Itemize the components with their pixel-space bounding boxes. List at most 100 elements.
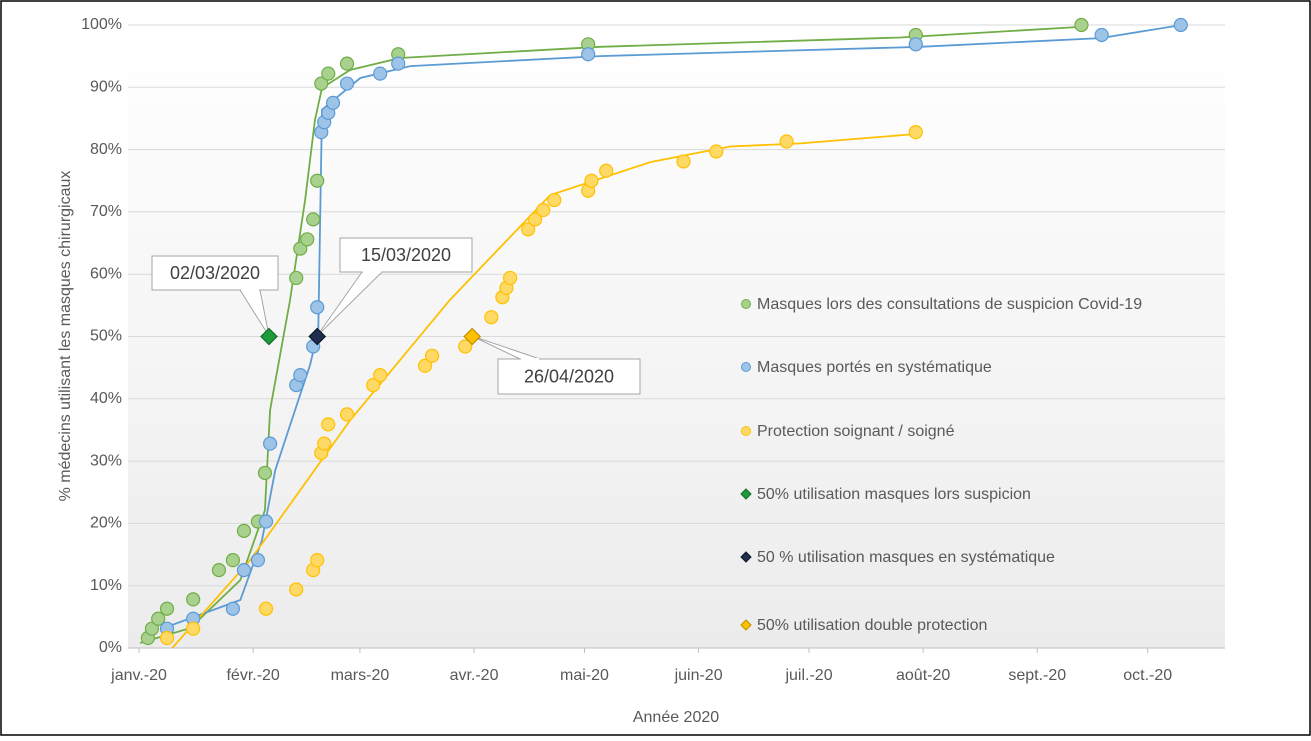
point xyxy=(225,601,241,616)
x-tick-label: févr.-20 xyxy=(226,667,279,684)
y-tick-label: 30% xyxy=(90,452,122,469)
point xyxy=(366,377,381,393)
callout-join xyxy=(241,289,259,291)
point xyxy=(1173,17,1188,33)
point xyxy=(236,523,252,538)
point xyxy=(289,270,304,286)
point xyxy=(908,125,923,140)
diamond-marker xyxy=(260,327,278,346)
diamond-marker xyxy=(308,327,327,346)
y-tick-label: 40% xyxy=(90,390,122,407)
point xyxy=(391,56,406,71)
point xyxy=(293,368,308,383)
point xyxy=(258,514,274,529)
x-tick-label: sept.-20 xyxy=(1008,667,1066,684)
point xyxy=(314,76,329,91)
point xyxy=(528,212,543,227)
x-tick-label: mai-20 xyxy=(560,667,609,684)
point xyxy=(151,611,166,626)
point xyxy=(225,553,241,568)
point xyxy=(144,621,160,636)
point xyxy=(339,76,355,91)
callout-box xyxy=(339,237,473,273)
point xyxy=(159,630,175,646)
y-axis-title: % médecins utilisant les masques chirurg… xyxy=(57,171,74,502)
point xyxy=(289,582,304,597)
point xyxy=(159,601,175,616)
legend-marker xyxy=(741,299,751,309)
y-tick-label: 100% xyxy=(81,16,122,33)
point xyxy=(503,270,518,286)
y-tick-label: 90% xyxy=(90,79,122,96)
callout-join xyxy=(363,271,381,273)
point xyxy=(536,202,551,218)
point xyxy=(293,241,308,256)
point xyxy=(211,563,227,578)
point xyxy=(317,436,332,451)
legend-label: 50% utilisation masques lors suspicion xyxy=(757,486,1031,503)
legend-label: 50% utilisation double protection xyxy=(757,617,987,634)
point xyxy=(599,163,614,178)
y-tick-label: 70% xyxy=(90,203,122,220)
point xyxy=(584,173,599,188)
x-axis-title: Année 2020 xyxy=(633,709,719,726)
point xyxy=(339,56,355,71)
annotation: 15/03/2020 xyxy=(361,245,451,265)
point xyxy=(417,358,433,373)
point xyxy=(310,173,325,188)
diamond-marker xyxy=(463,327,482,346)
x-tick-label: août-20 xyxy=(896,667,950,684)
annotation: 02/03/2020 xyxy=(170,263,260,283)
legend-label: 50 % utilisation masques en systématique xyxy=(757,549,1055,566)
point xyxy=(300,232,315,247)
point xyxy=(547,192,562,208)
point xyxy=(250,553,266,568)
point xyxy=(310,300,325,315)
point xyxy=(258,601,274,616)
point xyxy=(306,212,321,227)
legend-marker xyxy=(740,619,752,631)
point xyxy=(257,465,273,481)
point xyxy=(186,621,201,636)
point xyxy=(310,553,325,568)
x-tick-label: janv.-20 xyxy=(110,667,167,684)
point xyxy=(1094,27,1109,43)
y-tick-label: 50% xyxy=(90,328,122,345)
legend-marker xyxy=(741,426,751,436)
x-tick-label: mars-20 xyxy=(331,667,390,684)
callout-join xyxy=(521,358,539,360)
point xyxy=(262,436,278,451)
point xyxy=(484,310,499,325)
point xyxy=(321,417,336,432)
annotation: 26/04/2020 xyxy=(524,366,614,386)
legend-label: Protection soignant / soigné xyxy=(757,423,955,440)
point xyxy=(373,368,388,383)
y-tick-label: 20% xyxy=(90,515,122,532)
point xyxy=(676,154,691,169)
point xyxy=(458,339,473,354)
point xyxy=(581,47,596,62)
point xyxy=(325,95,341,110)
x-tick-label: avr.-20 xyxy=(450,667,499,684)
x-tick-label: juil.-20 xyxy=(784,667,832,684)
legend-label: Masques portés en systématique xyxy=(757,359,992,376)
legend-marker xyxy=(740,551,752,563)
point xyxy=(521,222,536,237)
y-tick-label: 10% xyxy=(90,577,122,594)
point xyxy=(236,563,252,578)
point xyxy=(779,134,794,149)
legend-marker xyxy=(740,488,752,500)
point xyxy=(186,592,201,607)
point xyxy=(339,407,355,422)
legend-marker xyxy=(741,362,751,372)
legend-label: Masques lors des consultations de suspic… xyxy=(757,296,1142,313)
x-tick-label: juin-20 xyxy=(674,667,723,684)
y-tick-label: 0% xyxy=(99,639,122,656)
y-tick-label: 60% xyxy=(90,265,122,282)
point xyxy=(373,66,388,81)
point xyxy=(908,37,923,52)
y-tick-label: 80% xyxy=(90,141,122,158)
point xyxy=(424,348,440,363)
point xyxy=(709,144,724,159)
